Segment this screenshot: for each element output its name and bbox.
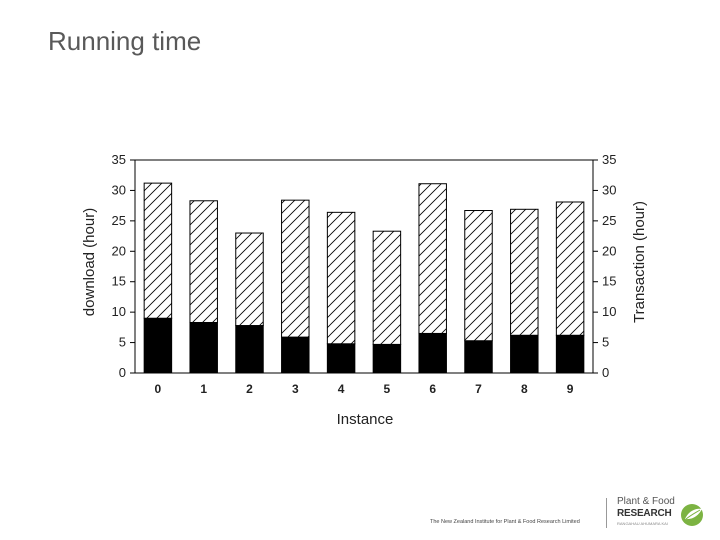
y-axis-title: download (hour): [81, 208, 98, 316]
y-tick-label: 10: [112, 304, 126, 319]
y2-tick-label: 5: [602, 335, 609, 350]
logo-line1: Plant & Food: [617, 496, 675, 507]
y2-tick-label: 15: [602, 274, 616, 289]
x-tick-label: 4: [338, 382, 345, 396]
x-tick-label: 9: [567, 382, 574, 396]
y2-tick-label: 30: [602, 182, 616, 197]
transaction-bar: [555, 201, 585, 336]
y-tick-label: 30: [112, 182, 126, 197]
x-tick-label: 1: [200, 382, 207, 396]
download-bar: [464, 340, 493, 374]
x-axis-title: Instance: [337, 411, 394, 428]
y-tick-label: 20: [112, 243, 126, 258]
y2-tick-label: 35: [602, 152, 616, 167]
plant-food-research-logo: Plant & Food RESEARCH RANGAHAU AHUMARA K…: [617, 496, 717, 530]
slide-title: Running time: [48, 26, 202, 56]
x-tick-label: 0: [155, 382, 162, 396]
y-tick-label: 0: [119, 365, 126, 380]
download-bar: [510, 334, 539, 374]
transaction-bar: [510, 208, 539, 336]
plot-frame: [134, 159, 594, 374]
transaction-bar: [281, 199, 310, 338]
transaction-bar: [143, 182, 173, 319]
transaction-bar: [464, 210, 493, 342]
download-bar: [555, 334, 585, 374]
y2-tick-label: 10: [602, 304, 616, 319]
download-bar: [235, 325, 264, 374]
y2-tick-label: 20: [602, 243, 616, 258]
x-tick-label: 3: [292, 382, 299, 396]
download-bar: [281, 336, 310, 374]
y-tick-label: 25: [112, 213, 126, 228]
leaf-icon: [681, 504, 703, 526]
y2-axis-title: Transaction (hour): [631, 201, 648, 323]
logo-line3: RANGAHAU AHUMARA KAI: [617, 521, 668, 526]
stacked-bar-chart: 0 0 5 5 10 10 15 15 20 20 25 25 30 30 35 35 0 1 2 3 4 5 6 7 8 9 d…: [81, 152, 648, 428]
transaction-bar: [326, 211, 356, 345]
y-tick-label: 5: [119, 335, 126, 350]
x-tick-label: 7: [475, 382, 482, 396]
transaction-bar: [372, 230, 402, 345]
y2-tick-label: 25: [602, 213, 616, 228]
transaction-bar: [235, 232, 264, 327]
y-tick-label: 35: [112, 152, 126, 167]
y2-tick-label: 0: [602, 365, 609, 380]
x-tick-label: 6: [429, 382, 436, 396]
download-bar: [189, 321, 218, 374]
transaction-bar: [418, 183, 447, 334]
logo-line2: RESEARCH: [617, 508, 672, 519]
download-bar: [326, 343, 356, 374]
x-tick-label: 5: [384, 382, 391, 396]
download-bar: [143, 317, 173, 374]
footer-divider: [606, 498, 607, 528]
download-bar: [372, 343, 402, 374]
footer-institute-text: The New Zealand Institute for Plant & Fo…: [430, 519, 580, 525]
y-tick-label: 15: [112, 274, 126, 289]
x-tick-label: 8: [521, 382, 528, 396]
download-bar: [418, 332, 447, 374]
transaction-bar: [189, 200, 218, 323]
x-tick-label: 2: [246, 382, 253, 396]
